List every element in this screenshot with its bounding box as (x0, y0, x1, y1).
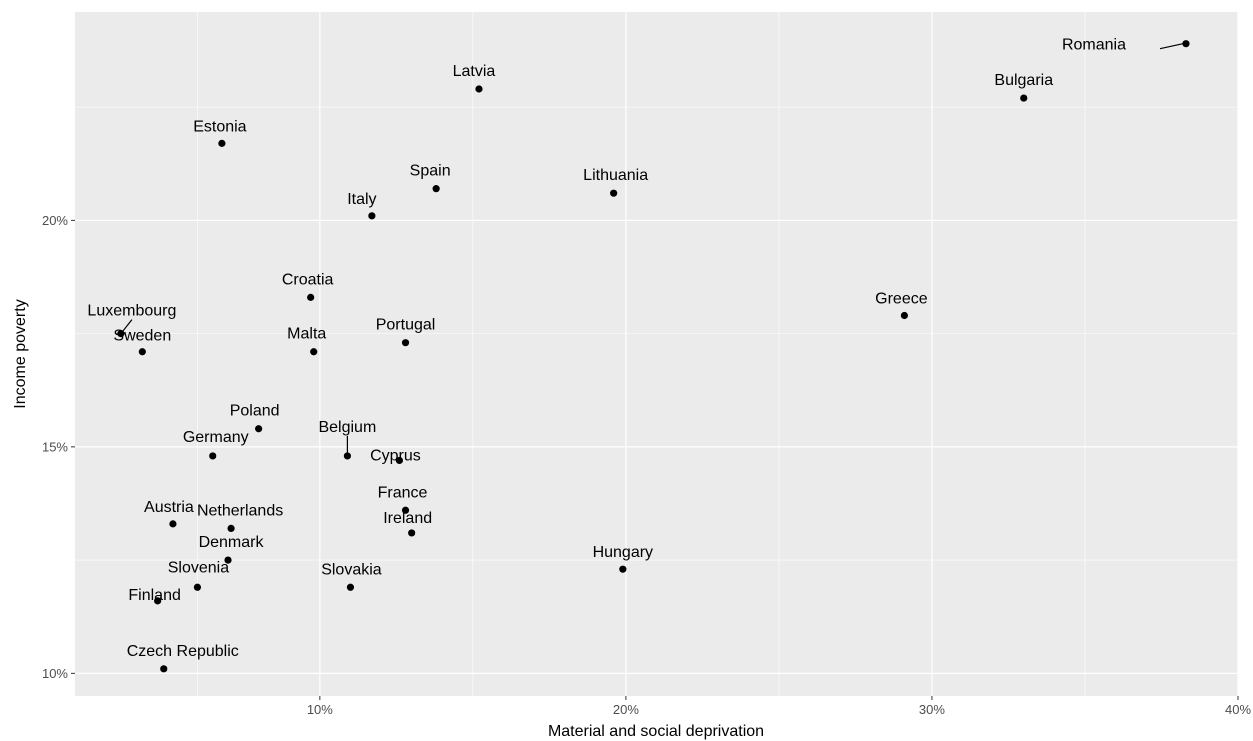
point-label: Estonia (193, 118, 246, 135)
data-point (193, 583, 202, 591)
data-point (401, 506, 410, 514)
point-label: Poland (230, 403, 280, 420)
data-point (310, 348, 318, 356)
x-tick-label: 30% (919, 702, 945, 717)
point-label: Sweden (113, 328, 171, 345)
data-point (117, 330, 125, 338)
point-label: Finland (128, 587, 180, 604)
point-label: Spain (410, 163, 451, 180)
data-point (138, 348, 146, 356)
point-label: Croatia (282, 271, 334, 288)
data-point (307, 293, 315, 301)
point-label: Denmark (199, 534, 265, 551)
point-label: Belgium (318, 419, 376, 436)
data-points (117, 40, 1190, 673)
point-label: Germany (183, 429, 249, 446)
data-point (619, 565, 627, 573)
data-point (209, 452, 217, 460)
data-point (1182, 40, 1190, 48)
x-tick-label: 10% (307, 702, 333, 717)
label-connector (1159, 43, 1184, 50)
point-label: Latvia (453, 63, 496, 80)
point-label: Austria (144, 499, 194, 516)
data-point (408, 529, 416, 537)
data-point (401, 339, 410, 347)
data-point (227, 524, 235, 532)
x-tick-label: 40% (1225, 702, 1251, 717)
y-axis-title: Income poverty (12, 299, 29, 408)
point-labels: Romania Bulgaria Latvia Estonia Spain Lithuan… (87, 37, 1126, 660)
point-label: Malta (287, 326, 326, 343)
point-label: France (378, 484, 428, 501)
point-label: Netherlands (197, 502, 283, 519)
data-point (169, 520, 177, 528)
data-point (432, 185, 440, 193)
minor-gridlines (75, 12, 1238, 696)
point-label: Portugal (376, 317, 436, 334)
x-axis-title: Material and social deprivation (548, 723, 764, 740)
point-label: Cyprus (370, 447, 421, 464)
plot-panel (75, 12, 1238, 696)
point-label: Czech Republic (127, 643, 239, 660)
point-label: Luxembourg (87, 303, 176, 320)
major-gridlines (75, 12, 1239, 696)
data-point (368, 212, 376, 220)
data-point (160, 665, 168, 673)
point-label: Romania (1062, 37, 1126, 54)
point-label: Bulgaria (994, 72, 1053, 89)
x-tick-label: 20% (613, 702, 639, 717)
y-axis-ticks: 10% 15% 20% (42, 213, 75, 681)
point-label: Italy (347, 191, 376, 208)
data-point (255, 425, 263, 433)
point-label: Lithuania (583, 167, 648, 184)
data-point (395, 456, 404, 465)
data-point (346, 583, 355, 591)
data-point (343, 452, 351, 460)
x-axis-ticks: 10% 20% 30% 40% (307, 696, 1251, 717)
data-point (900, 311, 909, 320)
y-tick-label: 20% (42, 213, 68, 228)
point-label: Slovenia (168, 559, 229, 576)
y-tick-label: 15% (42, 439, 68, 454)
point-label: Ireland (383, 510, 432, 527)
point-label: Slovakia (321, 561, 382, 578)
data-point (475, 85, 483, 93)
point-label: Greece (875, 290, 928, 307)
data-point (218, 139, 226, 147)
data-point (1020, 94, 1028, 102)
point-label: Hungary (593, 544, 653, 561)
data-point (154, 597, 162, 605)
data-point (610, 189, 618, 197)
data-point (224, 556, 232, 564)
y-tick-label: 10% (42, 666, 68, 681)
